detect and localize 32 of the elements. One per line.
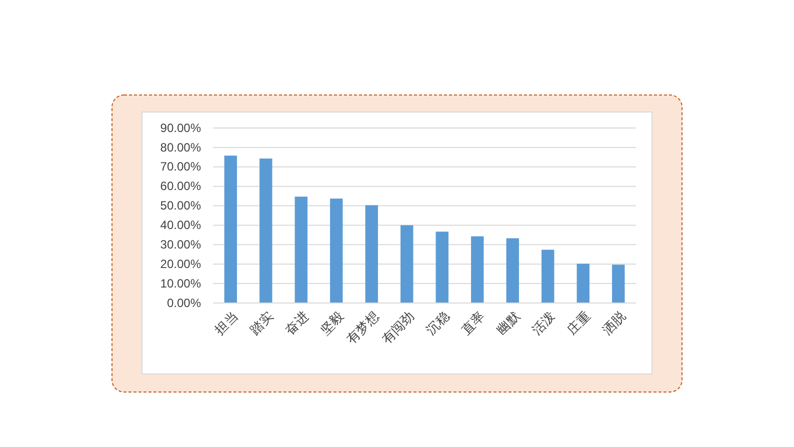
x-tick-label: 沉稳 [423,308,452,338]
bar [400,225,414,303]
bar [260,158,272,303]
x-tick-label: 幽默 [494,308,523,338]
y-tick-label: 40.00% [160,218,202,232]
x-tick-label: 庄重 [564,308,594,338]
bar [471,236,484,303]
y-tick-label: 10.00% [160,276,202,290]
x-tick-label: 直率 [458,308,488,338]
bar [365,205,378,303]
bar [506,238,519,303]
bar [542,250,554,303]
y-tick-label: 80.00% [160,140,202,154]
x-tick-label: 踏实 [247,308,276,338]
y-tick-label: 50.00% [160,198,202,213]
y-tick-label: 20.00% [160,256,202,271]
y-tick-label: 70.00% [160,160,202,174]
x-tick-label: 洒脱 [600,308,628,338]
x-tick-label: 担当 [212,308,241,338]
x-tick-label: 奋进 [282,308,312,338]
x-tick-label: 活泼 [529,308,558,338]
y-tick-label: 90.00% [160,120,202,135]
bar [330,198,343,303]
bar [576,264,590,303]
bar [224,156,237,303]
x-tick-label: 坚毅 [318,308,346,338]
bar [294,196,308,303]
y-tick-label: 30.00% [160,238,202,252]
y-tick-label: 0.00% [166,296,202,310]
bar [612,264,625,303]
y-tick-label: 60.00% [160,179,202,194]
bar [436,232,448,303]
